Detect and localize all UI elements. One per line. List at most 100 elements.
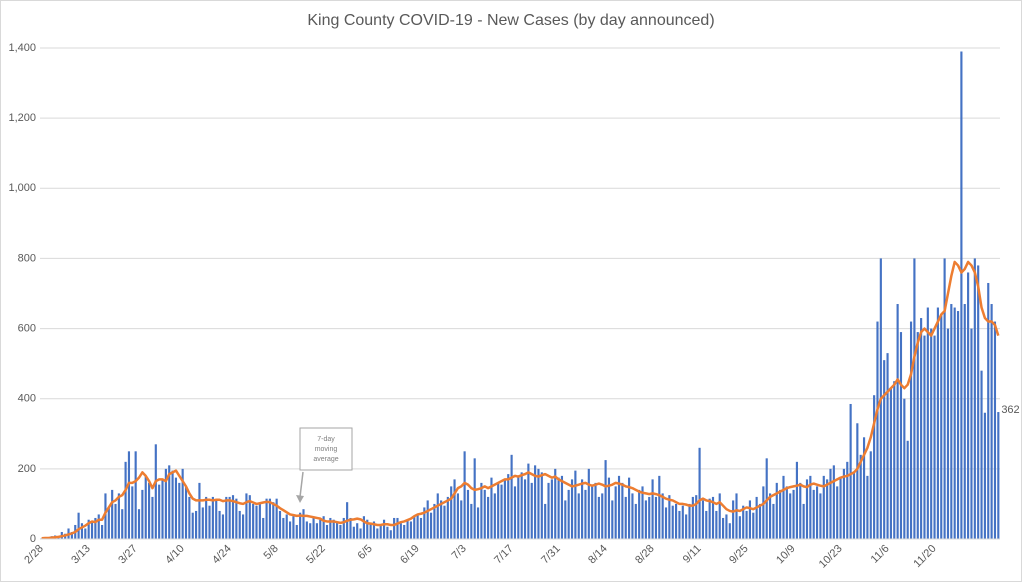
bar (819, 493, 822, 539)
bar (382, 519, 386, 539)
bar (386, 526, 389, 539)
bar (107, 507, 110, 539)
bar (329, 517, 332, 539)
bar (510, 454, 513, 539)
bar (658, 475, 661, 539)
bar (248, 495, 251, 539)
bar (453, 479, 456, 539)
bar (738, 516, 741, 539)
bar (470, 503, 473, 539)
bar (836, 486, 839, 539)
bar (805, 479, 809, 539)
y-tick-label: 1,000 (8, 182, 36, 194)
bar (661, 493, 664, 539)
bar (923, 335, 926, 539)
bar (668, 495, 671, 539)
bar (544, 503, 547, 539)
bar (946, 328, 950, 539)
bar (117, 493, 120, 539)
bar (309, 523, 312, 539)
bar (557, 477, 560, 539)
bar (735, 493, 738, 539)
bar (101, 524, 104, 539)
bar (641, 486, 644, 539)
bar (963, 304, 966, 539)
bar (564, 500, 567, 539)
bar (933, 335, 936, 539)
bar (628, 477, 631, 539)
bar (114, 503, 117, 539)
bar (184, 486, 188, 539)
bar (604, 460, 607, 539)
bar (393, 517, 396, 539)
bar (312, 517, 315, 539)
bar (403, 524, 406, 539)
bar (349, 517, 352, 539)
bar (527, 463, 530, 539)
bar (372, 521, 376, 539)
annotation-arrow (299, 471, 304, 498)
bar (433, 503, 436, 539)
bar (215, 500, 218, 539)
bar (997, 412, 1000, 539)
bar (617, 475, 621, 539)
bar (540, 472, 543, 539)
bar (695, 495, 698, 539)
bar (268, 498, 272, 539)
bar (601, 493, 604, 539)
bar (839, 477, 842, 539)
bar (127, 451, 131, 539)
bar (688, 503, 691, 539)
bar (429, 512, 433, 539)
bar (681, 505, 684, 539)
bar (124, 461, 127, 539)
bar (725, 514, 728, 539)
bar (550, 479, 553, 539)
annotation-text: average (313, 456, 338, 463)
bar (631, 493, 634, 539)
bar (144, 475, 147, 539)
bar (500, 484, 503, 539)
bar (715, 510, 718, 539)
bar (231, 495, 235, 539)
y-tick-label: 1,200 (8, 112, 36, 124)
moving-average-line (41, 260, 1000, 540)
bar (299, 512, 302, 539)
bar (218, 510, 221, 539)
bar (826, 479, 829, 539)
bar (211, 496, 214, 539)
bar (406, 519, 409, 539)
bar (846, 461, 849, 539)
y-tick-label: 800 (18, 252, 36, 264)
bar (389, 530, 392, 539)
bar (352, 526, 355, 539)
bar (943, 258, 946, 539)
bar (171, 470, 174, 539)
bar (476, 507, 480, 539)
bar (570, 479, 574, 539)
bar (664, 507, 668, 539)
annotation-text: 7-day (317, 436, 335, 443)
bar (507, 474, 510, 539)
bar (993, 321, 997, 539)
bar (493, 493, 496, 539)
bar (77, 512, 80, 539)
bar (634, 503, 637, 539)
bar (164, 468, 167, 539)
bar (168, 465, 171, 539)
bar (419, 517, 423, 539)
bar (325, 524, 329, 539)
bar (282, 517, 285, 539)
bar (980, 370, 983, 539)
bar (335, 521, 339, 539)
bar (473, 458, 476, 539)
bar (711, 496, 715, 539)
y-tick-label: 200 (18, 463, 36, 475)
bar (460, 500, 463, 539)
bar (178, 482, 181, 539)
bar (148, 482, 151, 539)
bar (181, 468, 184, 539)
bar (762, 486, 765, 539)
bar (802, 503, 805, 539)
annotation-text: moving (315, 446, 338, 453)
